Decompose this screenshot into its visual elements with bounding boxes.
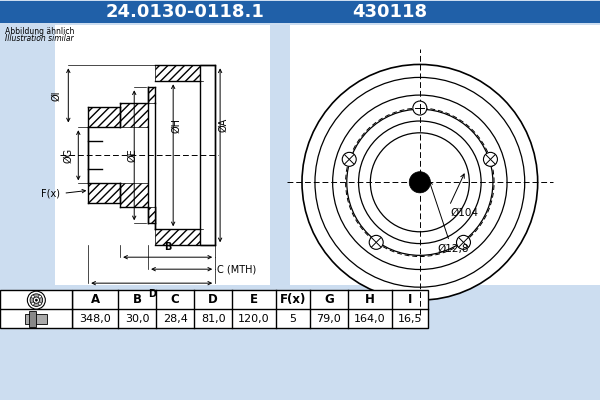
Circle shape (484, 152, 497, 166)
Bar (148, 207, 155, 223)
Text: ØG: ØG (64, 148, 73, 163)
Text: Illustration similar: Illustration similar (5, 34, 74, 44)
Text: D: D (208, 293, 218, 306)
Text: ØH: ØH (171, 118, 181, 133)
Text: Ø12,8: Ø12,8 (437, 244, 469, 254)
Text: E: E (250, 293, 258, 306)
Circle shape (38, 295, 41, 298)
Text: 120,0: 120,0 (238, 314, 270, 324)
Bar (88, 107, 120, 127)
Circle shape (415, 178, 425, 187)
Text: D: D (148, 289, 155, 299)
Text: F(x): F(x) (280, 293, 306, 306)
Bar (88, 183, 120, 203)
Text: Abbildung ähnlich: Abbildung ähnlich (5, 28, 75, 36)
Circle shape (302, 64, 538, 300)
Circle shape (359, 121, 481, 244)
Bar (155, 229, 215, 245)
Text: 81,0: 81,0 (201, 314, 226, 324)
Text: 28,4: 28,4 (163, 314, 188, 324)
Text: 79,0: 79,0 (317, 314, 341, 324)
Text: 5: 5 (290, 314, 296, 324)
Text: 16,5: 16,5 (398, 314, 422, 324)
Text: A: A (91, 293, 100, 306)
Circle shape (28, 291, 46, 309)
Bar (120, 103, 148, 127)
Text: ØE: ØE (127, 148, 137, 162)
Text: 164,0: 164,0 (354, 314, 386, 324)
Bar (1, 0, 599, 22)
Text: C: C (171, 293, 179, 306)
Bar (148, 88, 155, 103)
Circle shape (35, 299, 37, 301)
Circle shape (369, 235, 383, 249)
Circle shape (457, 235, 470, 249)
Text: 24.0130-0118.1: 24.0130-0118.1 (106, 2, 265, 20)
Text: Ø104: Ø104 (451, 208, 478, 218)
Bar (155, 82, 200, 229)
Text: C (MTH): C (MTH) (217, 264, 256, 274)
Text: H: H (365, 293, 375, 306)
Bar (73, 290, 428, 328)
Circle shape (370, 133, 469, 232)
Circle shape (332, 95, 507, 270)
Bar (1, 290, 73, 328)
Circle shape (347, 109, 493, 255)
Bar (29, 311, 37, 327)
Circle shape (30, 294, 43, 306)
Bar (200, 66, 215, 245)
Text: I: I (407, 293, 412, 306)
Text: ØA: ØA (218, 118, 228, 132)
Circle shape (413, 101, 427, 115)
Text: B: B (133, 293, 142, 306)
Circle shape (33, 297, 40, 303)
Text: G: G (324, 293, 334, 306)
Text: 348,0: 348,0 (79, 314, 111, 324)
Text: 30,0: 30,0 (125, 314, 149, 324)
Circle shape (409, 172, 430, 193)
Circle shape (31, 295, 34, 298)
Bar (290, 26, 599, 285)
Circle shape (342, 152, 356, 166)
Circle shape (38, 302, 41, 305)
Circle shape (315, 78, 525, 287)
Text: 430118: 430118 (352, 2, 427, 20)
Bar (55, 26, 270, 285)
Text: F(x): F(x) (41, 188, 61, 198)
Bar (155, 66, 215, 82)
Text: ØI: ØI (52, 90, 61, 101)
Circle shape (31, 302, 34, 305)
Bar (120, 183, 148, 207)
Bar (25, 314, 47, 324)
Text: B: B (164, 242, 172, 252)
